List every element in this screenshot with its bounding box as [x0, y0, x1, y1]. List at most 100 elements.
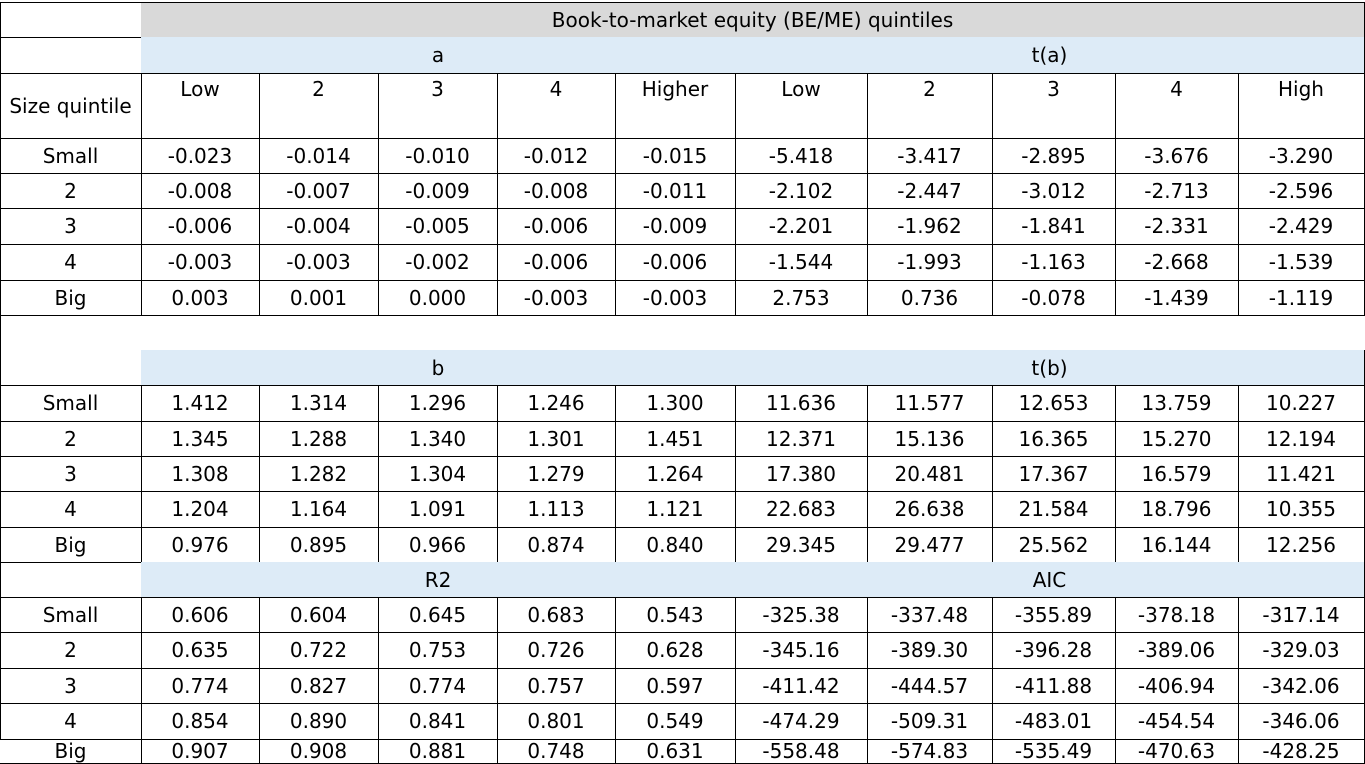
table-cell: -0.004: [259, 208, 379, 245]
column-header-left: 3: [378, 73, 498, 139]
table-cell: 0.753: [378, 632, 498, 669]
table-cell: 20.481: [867, 456, 993, 492]
table-cell: 1.264: [615, 456, 736, 492]
table-cell: 22.683: [735, 491, 868, 528]
table-cell: -396.28: [992, 632, 1116, 669]
table-cell: 10.355: [1238, 491, 1365, 528]
table-cell: 0.726: [497, 632, 616, 669]
row-label: 2: [0, 421, 142, 457]
table-cell: 0.774: [141, 668, 260, 704]
table-cell: 11.577: [867, 385, 993, 422]
column-header-left: 2: [259, 73, 379, 139]
table-cell: -2.102: [735, 173, 868, 209]
table-cell: -2.429: [1238, 208, 1365, 245]
table-cell: 0.631: [615, 739, 736, 764]
table-cell: -0.006: [497, 244, 616, 281]
column-header-right: 3: [992, 73, 1116, 139]
table-cell: 29.477: [867, 527, 993, 563]
table-cell: 0.801: [497, 703, 616, 740]
row-label: 3: [0, 208, 142, 245]
table-cell: 0.722: [259, 632, 379, 669]
table-cell: -389.30: [867, 632, 993, 669]
table-cell: 0.628: [615, 632, 736, 669]
table-cell: -428.25: [1238, 739, 1365, 764]
table-cell: 0.606: [141, 597, 260, 633]
table-cell: 0.549: [615, 703, 736, 740]
table-cell: -3.676: [1115, 138, 1239, 174]
table-cell: 1.204: [141, 491, 260, 528]
section-label-right: t(b): [735, 350, 1365, 386]
table-cell: 1.340: [378, 421, 498, 457]
row-label: Small: [0, 597, 142, 633]
table-cell: 17.367: [992, 456, 1116, 492]
table-cell: -483.01: [992, 703, 1116, 740]
column-header-left: 4: [497, 73, 616, 139]
table-cell: -329.03: [1238, 632, 1365, 669]
table-cell: 11.421: [1238, 456, 1365, 492]
table-cell: 0.748: [497, 739, 616, 764]
column-header-right: High: [1238, 73, 1365, 139]
table-cell: -1.119: [1238, 280, 1365, 316]
table-cell: 16.579: [1115, 456, 1239, 492]
row-label: 2: [0, 632, 142, 669]
table-cell: -0.009: [615, 208, 736, 245]
table-title: Book-to-market equity (BE/ME) quintiles: [141, 2, 1365, 38]
table-cell: -2.447: [867, 173, 993, 209]
table-cell: -0.006: [497, 208, 616, 245]
table-cell: 1.345: [141, 421, 260, 457]
section-blank-cell: [0, 37, 142, 74]
table-cell: 21.584: [992, 491, 1116, 528]
corner-cell: [0, 2, 142, 38]
column-header-left: Low: [141, 73, 260, 139]
table-cell: -1.439: [1115, 280, 1239, 316]
table-cell: -2.713: [1115, 173, 1239, 209]
table-cell: -444.57: [867, 668, 993, 704]
table-cell: -0.006: [615, 244, 736, 281]
table-cell: 0.757: [497, 668, 616, 704]
table-cell: 1.091: [378, 491, 498, 528]
table-cell: 0.895: [259, 527, 379, 563]
column-header-right: 4: [1115, 73, 1239, 139]
row-label: Big: [0, 739, 142, 764]
table-cell: 0.604: [259, 597, 379, 633]
table-cell: -558.48: [735, 739, 868, 764]
table-cell: 18.796: [1115, 491, 1239, 528]
table-cell: -342.06: [1238, 668, 1365, 704]
table-cell: -0.009: [378, 173, 498, 209]
table-cell: 0.736: [867, 280, 993, 316]
table-cell: -411.42: [735, 668, 868, 704]
table-cell: 1.296: [378, 385, 498, 422]
section-label-left: R2: [141, 562, 736, 598]
row-label: 4: [0, 491, 142, 528]
table-cell: -0.010: [378, 138, 498, 174]
table-cell: 1.282: [259, 456, 379, 492]
table-cell: 0.841: [378, 703, 498, 740]
table-cell: -1.962: [867, 208, 993, 245]
table-cell: 1.300: [615, 385, 736, 422]
table-cell: -378.18: [1115, 597, 1239, 633]
section-label-right: t(a): [735, 37, 1365, 74]
row-label: 4: [0, 244, 142, 281]
table-cell: -1.539: [1238, 244, 1365, 281]
table-cell: 1.121: [615, 491, 736, 528]
table-cell: 0.774: [378, 668, 498, 704]
table-cell: 1.164: [259, 491, 379, 528]
table-cell: 1.301: [497, 421, 616, 457]
table-cell: -470.63: [1115, 739, 1239, 764]
table-cell: 1.246: [497, 385, 616, 422]
table-cell: 1.314: [259, 385, 379, 422]
table-cell: -454.54: [1115, 703, 1239, 740]
row-label: 4: [0, 703, 142, 740]
table-cell: 12.194: [1238, 421, 1365, 457]
table-cell: -0.011: [615, 173, 736, 209]
table-cell: 1.279: [497, 456, 616, 492]
table-cell: -0.014: [259, 138, 379, 174]
table-cell: 16.144: [1115, 527, 1239, 563]
table-cell: 0.003: [141, 280, 260, 316]
table-cell: -1.993: [867, 244, 993, 281]
table-cell: 10.227: [1238, 385, 1365, 422]
column-header-right: Low: [735, 73, 868, 139]
table-cell: 0.966: [378, 527, 498, 563]
table-cell: -325.38: [735, 597, 868, 633]
